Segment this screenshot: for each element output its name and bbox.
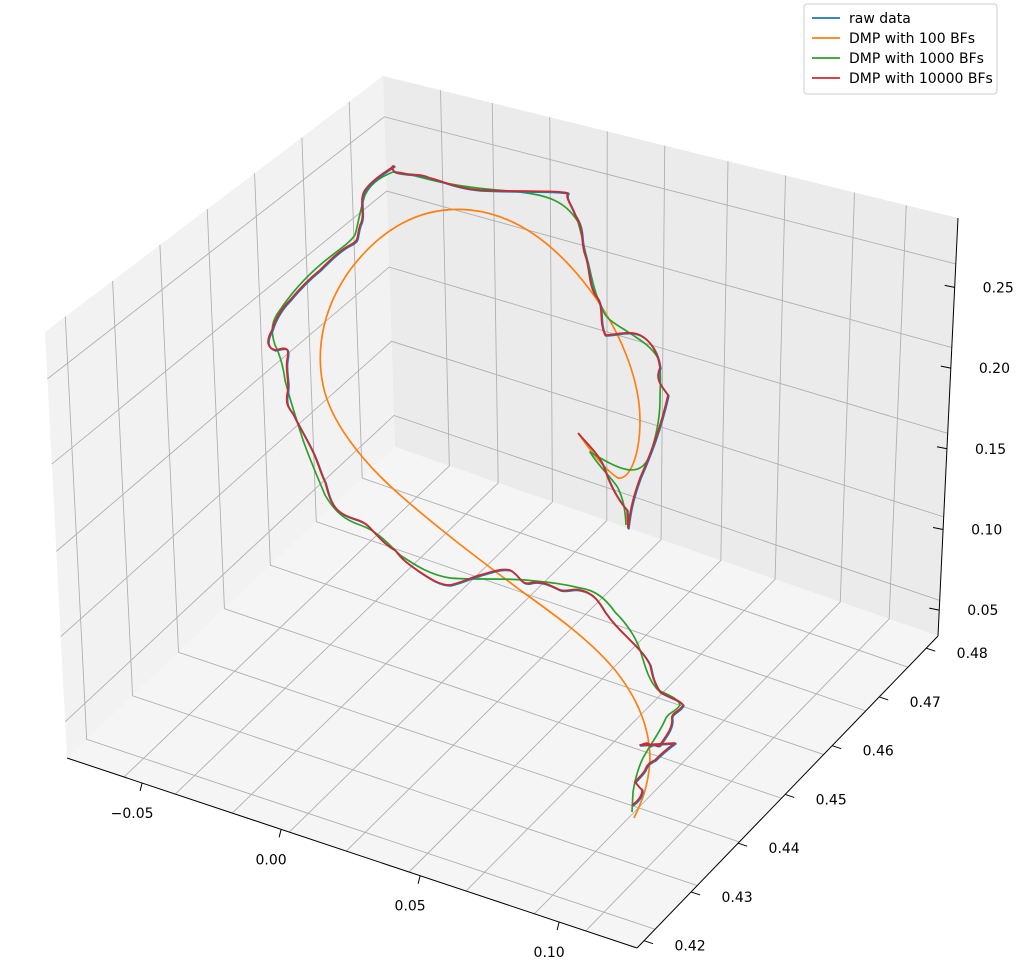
- x-tick-label: −0.05: [111, 806, 154, 822]
- y-tick: [737, 842, 748, 847]
- y-gridline: [301, 137, 866, 712]
- x-gridline: [288, 131, 608, 833]
- axis-panes: [45, 76, 958, 948]
- y-gridline: [348, 101, 909, 668]
- z-gridline: [56, 266, 948, 552]
- x-gridline: [465, 175, 786, 892]
- x-gridline: [231, 117, 553, 814]
- legend-label: DMP with 100 BFs: [849, 31, 975, 47]
- z-gridline: [47, 116, 956, 380]
- series-line-dmp-10000: [267, 165, 684, 806]
- left-pane: [45, 76, 395, 758]
- legend-label: raw data: [849, 11, 911, 27]
- legend: raw data DMP with 100 BFs DMP with 1000 BF…: [803, 3, 998, 95]
- y-tick: [690, 891, 701, 896]
- x-gridline: [585, 205, 907, 932]
- series-line-dmp-100: [319, 208, 651, 819]
- x-tick-label: 0.00: [256, 852, 287, 868]
- series-group: [267, 165, 685, 819]
- y-tick: [926, 647, 936, 652]
- x-gridline: [534, 192, 855, 915]
- y-gridline: [206, 209, 782, 799]
- legend-box: [803, 3, 998, 95]
- z-tick-label: 0.20: [979, 361, 1010, 377]
- y-tick: [784, 793, 795, 798]
- z-tick-label: 0.05: [967, 603, 998, 619]
- y-tick-label: 0.47: [910, 695, 941, 711]
- y-tick-label: 0.45: [816, 792, 847, 808]
- y-tick: [879, 696, 889, 701]
- z-tick-label: 0.25: [983, 280, 1014, 296]
- y-tick: [832, 745, 842, 750]
- floor-pane: [67, 447, 938, 948]
- z-tick: [929, 607, 940, 611]
- x-tick: [417, 875, 421, 884]
- y-gridline: [64, 316, 656, 930]
- z-gridline: [51, 190, 952, 465]
- y-tick-label: 0.44: [769, 841, 800, 857]
- x-tick-label: 0.05: [395, 899, 426, 915]
- x-tick: [278, 829, 282, 838]
- x-gridline: [174, 102, 499, 795]
- z-gridline: [60, 340, 944, 637]
- back-pane: [383, 76, 958, 636]
- y-tick-label: 0.43: [722, 890, 753, 906]
- grid-lines: [47, 90, 956, 932]
- z-tick: [936, 446, 948, 450]
- x-gridline: [345, 145, 666, 852]
- legend-label: DMP with 10000 BFs: [849, 71, 993, 87]
- z-tick: [940, 365, 951, 369]
- y-gridline: [159, 244, 740, 843]
- x-gridline: [408, 161, 729, 873]
- z-axis-line: [937, 217, 959, 637]
- y-gridline: [112, 280, 698, 887]
- y-axis-line: [636, 635, 939, 949]
- legend-label: DMP with 1000 BFs: [849, 51, 984, 67]
- z-tick: [932, 526, 944, 530]
- y-tick-label: 0.48: [957, 646, 988, 662]
- y-tick: [643, 940, 654, 945]
- series-line-dmp-1000: [271, 171, 681, 813]
- z-tick-label: 0.10: [971, 522, 1002, 538]
- x-gridline: [123, 90, 450, 778]
- x-axis-line: [66, 757, 638, 949]
- axis-ticks: −0.05 0.00 0.05 0.10 0.42 0.43 0.44 0.45 0.46 0.4…: [111, 280, 1014, 961]
- z-gridline: [64, 414, 940, 723]
- x-tick: [556, 921, 560, 931]
- y-tick-label: 0.42: [674, 939, 705, 955]
- z-tick-label: 0.15: [975, 442, 1006, 458]
- z-tick: [944, 284, 955, 288]
- x-tick-label: 0.10: [534, 945, 565, 961]
- axis-lines: [66, 217, 959, 949]
- x-tick: [139, 782, 143, 792]
- y-gridline: [254, 173, 824, 755]
- y-tick-label: 0.46: [863, 744, 894, 760]
